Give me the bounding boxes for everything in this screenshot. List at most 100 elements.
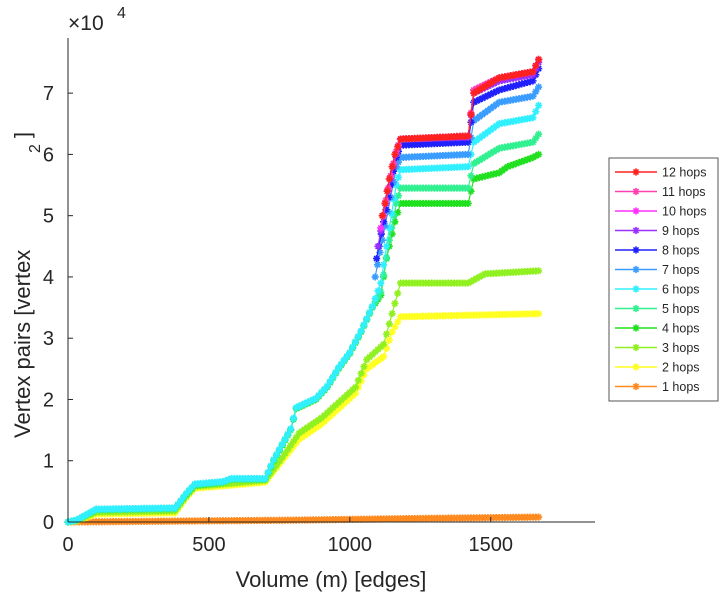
- data-point-marker: [464, 279, 472, 287]
- data-point-marker: [340, 393, 348, 402]
- data-point-marker: [75, 514, 83, 523]
- legend-label: 4 hops: [662, 322, 700, 336]
- data-point-marker: [185, 486, 193, 494]
- data-point-marker: [371, 273, 379, 281]
- legend-item: 11 hops: [615, 185, 706, 199]
- data-point-marker: [509, 161, 517, 169]
- data-point-marker: [374, 293, 382, 301]
- y-tick-label: 2: [43, 389, 54, 411]
- y-tick-label: 5: [43, 206, 54, 228]
- legend-item: 12 hops: [615, 166, 706, 180]
- data-point-marker: [464, 138, 472, 146]
- data-point-marker: [387, 172, 395, 180]
- data-point-marker: [377, 343, 385, 351]
- legend-marker: [632, 343, 640, 352]
- data-point-marker: [389, 159, 398, 168]
- data-point-marker: [346, 388, 354, 396]
- data-point-marker: [382, 330, 391, 338]
- data-point-marker: [320, 411, 329, 419]
- data-point-marker: [267, 462, 275, 470]
- data-point-marker: [287, 441, 295, 450]
- data-point-marker: [351, 389, 360, 397]
- data-point-marker: [332, 407, 340, 415]
- data-point-marker: [467, 118, 475, 126]
- data-point-marker: [337, 402, 345, 410]
- data-point-marker: [394, 158, 403, 166]
- data-point-marker: [532, 152, 540, 160]
- data-point-marker: [373, 261, 382, 269]
- data-point-marker: [275, 457, 283, 466]
- data-point-marker: [365, 353, 374, 361]
- legend-marker: [632, 285, 640, 293]
- data-point-marker: [281, 435, 289, 443]
- data-point-marker: [295, 402, 303, 410]
- data-point-marker: [467, 277, 475, 286]
- series-12-hops: [378, 55, 543, 220]
- legend-item: 2 hops: [615, 361, 700, 375]
- data-point-marker: [467, 110, 475, 119]
- x-tick-label: 1500: [468, 534, 513, 556]
- data-point-marker: [391, 323, 399, 331]
- legend-marker: [632, 168, 640, 176]
- data-point-marker: [380, 340, 388, 348]
- legend-item: 7 hops: [615, 263, 700, 277]
- data-point-marker: [380, 352, 388, 361]
- data-point-marker: [306, 397, 314, 405]
- data-point-marker: [378, 212, 386, 220]
- x-tick-label: 1000: [328, 534, 373, 556]
- data-point-marker: [86, 508, 95, 516]
- data-point-marker: [380, 271, 388, 279]
- data-point-marker: [385, 336, 393, 344]
- data-point-marker: [464, 163, 472, 171]
- data-point-marker: [377, 288, 385, 296]
- data-point-marker: [329, 373, 337, 381]
- legend-label: 7 hops: [662, 263, 700, 277]
- data-point-marker: [349, 343, 357, 351]
- data-point-marker: [512, 159, 520, 168]
- plot-area-frame: [68, 38, 595, 522]
- data-point-marker: [323, 415, 331, 423]
- legend-item: 6 hops: [615, 283, 700, 297]
- data-point-marker: [188, 483, 196, 491]
- data-point-marker: [518, 157, 526, 166]
- y-exponent-base: ×10: [68, 12, 104, 35]
- data-point-marker: [529, 68, 537, 76]
- y-exponent-label: ×10 4: [68, 5, 126, 35]
- data-point-marker: [309, 395, 317, 404]
- data-point-marker: [354, 376, 362, 384]
- data-point-marker: [287, 425, 295, 433]
- data-point-marker: [337, 360, 345, 368]
- legend-box: [608, 157, 719, 402]
- data-point-marker: [374, 242, 382, 250]
- data-point-marker: [478, 271, 486, 280]
- data-point-marker: [388, 210, 396, 218]
- data-point-marker: [381, 222, 389, 230]
- data-point-marker: [343, 391, 351, 399]
- data-point-marker: [526, 154, 534, 163]
- data-point-marker: [535, 150, 543, 159]
- data-point-marker: [467, 187, 475, 195]
- legend-item: 4 hops: [615, 322, 700, 336]
- data-point-marker: [301, 399, 309, 408]
- data-point-marker: [360, 362, 368, 371]
- legend-item: 3 hops: [615, 341, 700, 355]
- data-point-marker: [464, 199, 472, 208]
- x-tick-label: 0: [62, 534, 73, 556]
- data-point-marker: [289, 414, 298, 422]
- data-point-marker: [340, 399, 348, 408]
- data-point-marker: [484, 91, 492, 100]
- legend-marker: [632, 187, 640, 196]
- data-point-marker: [174, 500, 182, 508]
- legend-label: 8 hops: [662, 244, 700, 258]
- data-point-marker: [334, 405, 343, 413]
- data-point-marker: [182, 489, 190, 497]
- data-point-marker: [323, 409, 331, 417]
- data-point-marker: [385, 320, 393, 328]
- data-point-marker: [532, 107, 540, 116]
- data-point-marker: [363, 314, 371, 323]
- data-point-marker: [292, 433, 300, 441]
- data-point-marker: [394, 143, 402, 151]
- data-point-marker: [340, 356, 348, 364]
- legend-label: 3 hops: [662, 341, 700, 355]
- data-point-marker: [492, 87, 500, 96]
